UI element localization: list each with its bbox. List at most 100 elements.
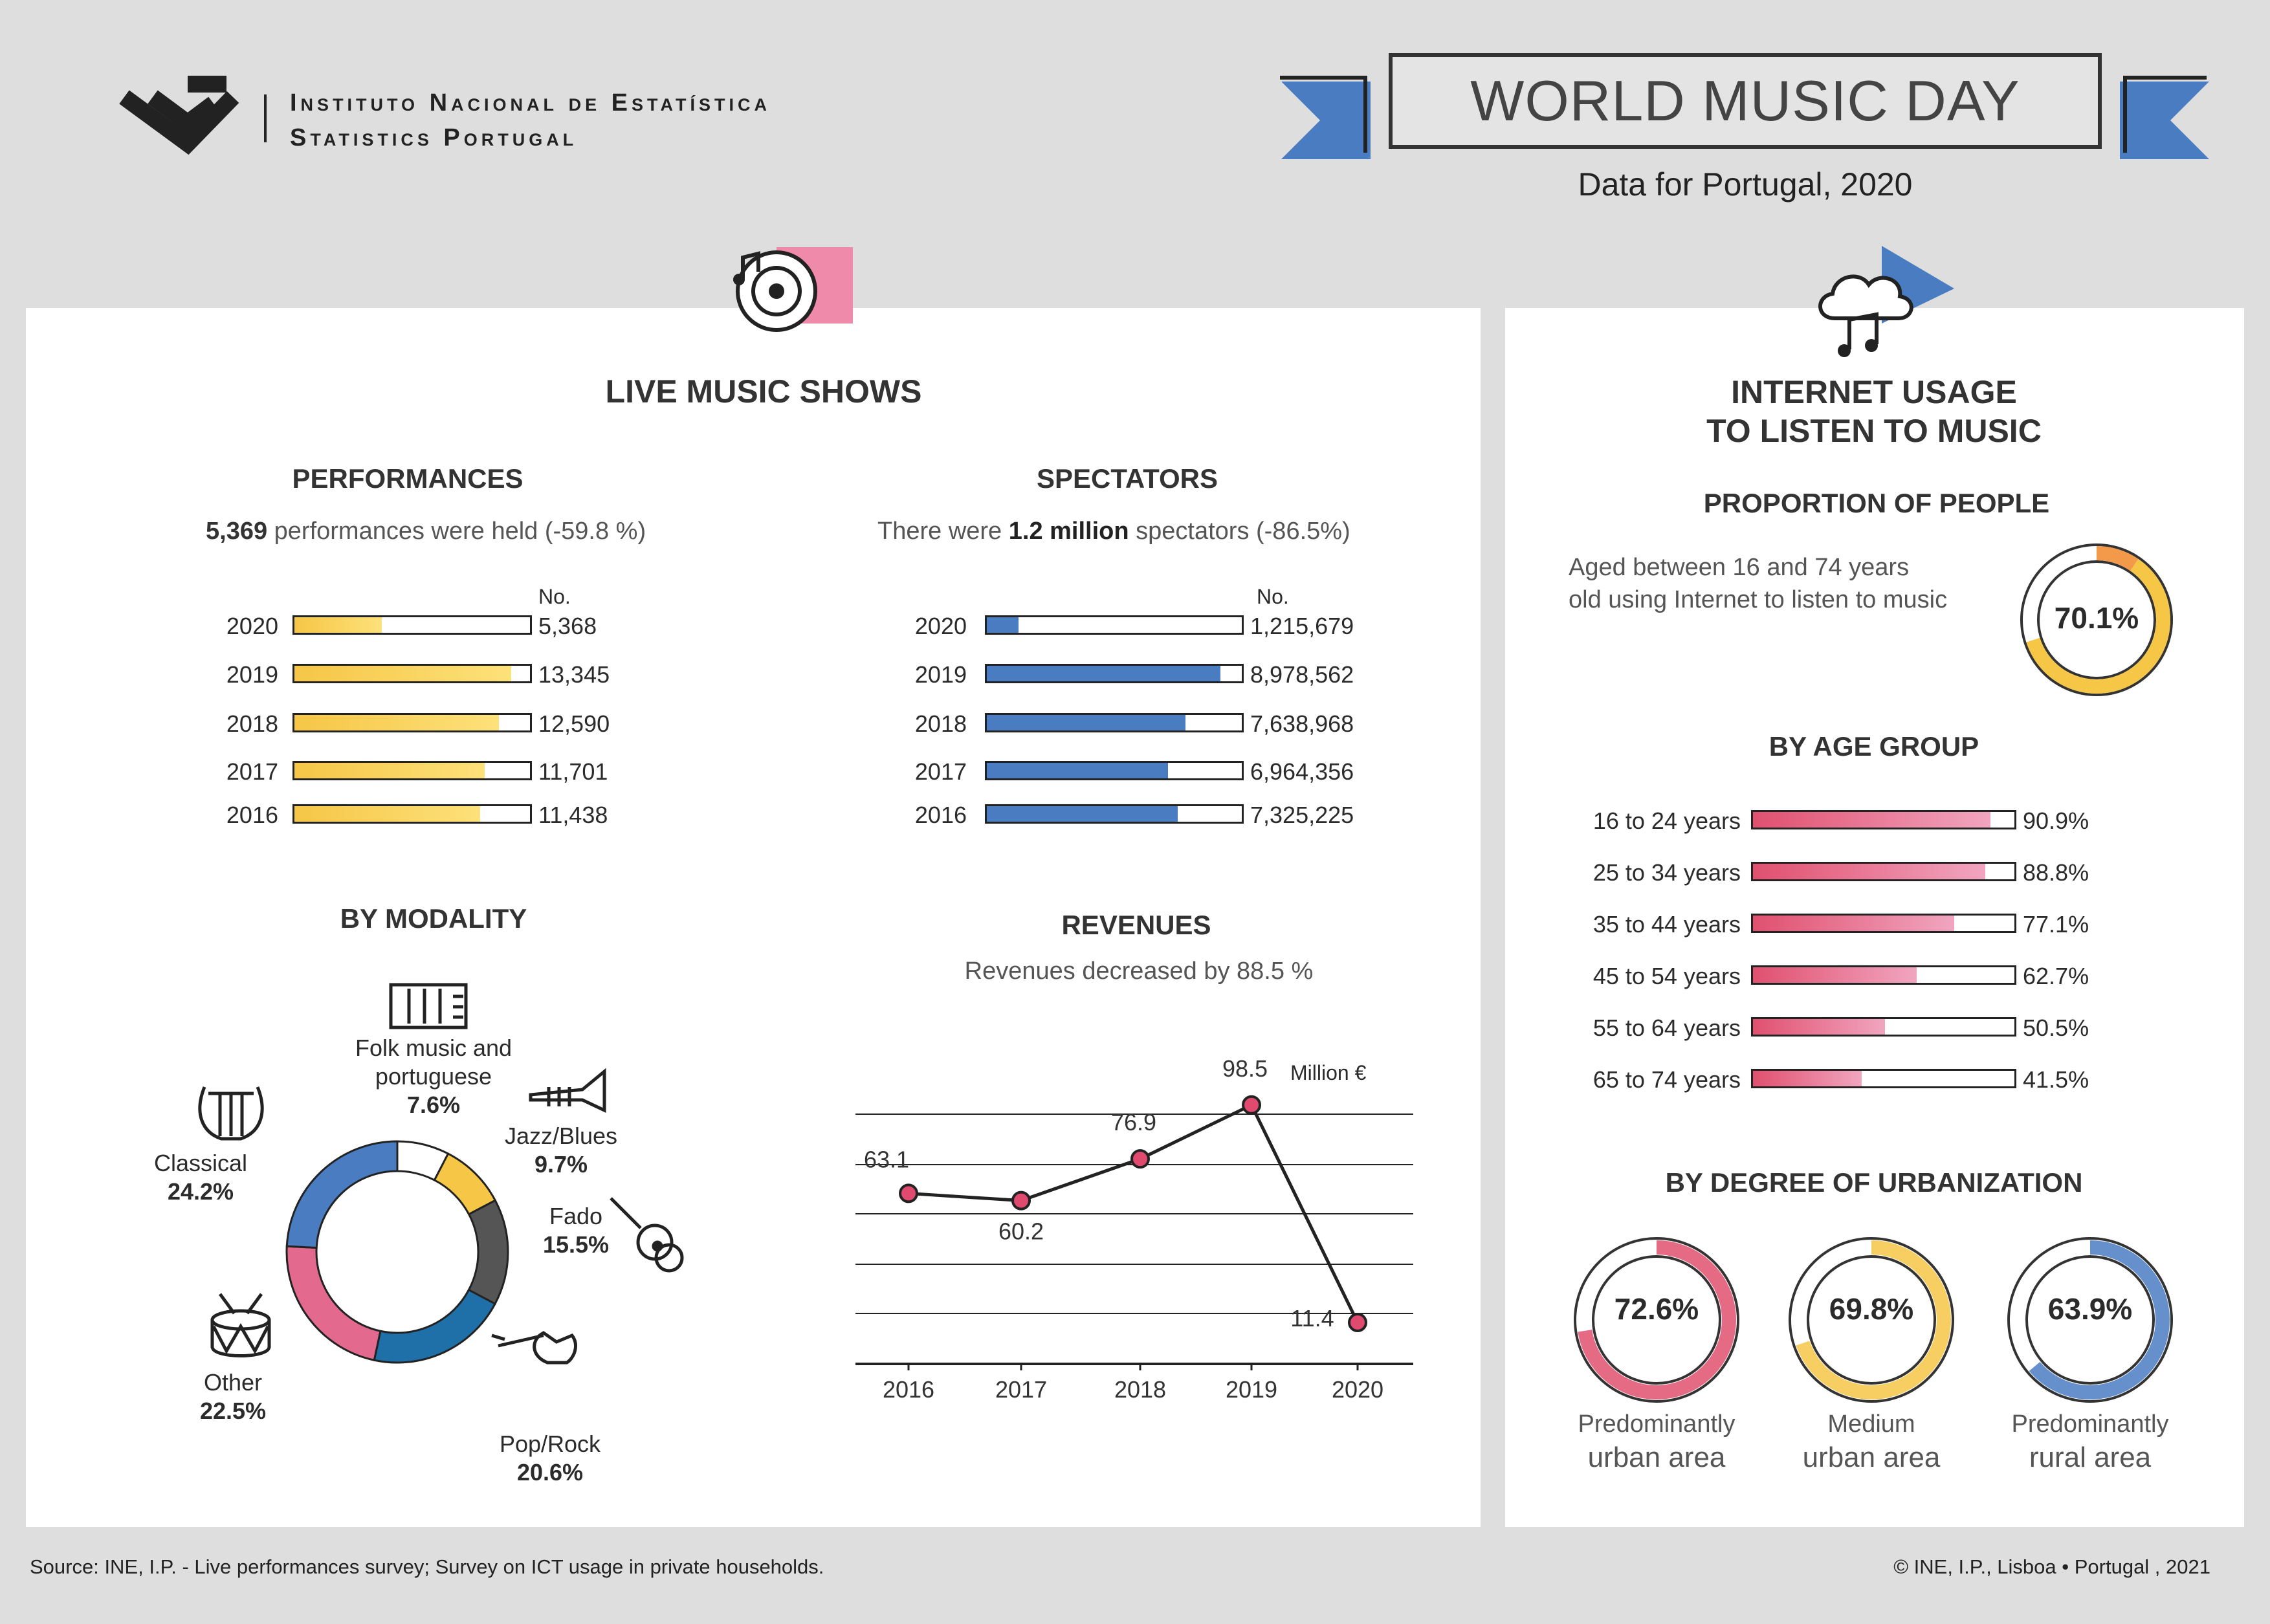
live-music-title: LIVE MUSIC SHOWS — [605, 373, 922, 410]
urban-ring-inner — [2025, 1255, 2155, 1385]
trumpet-icon — [529, 1068, 606, 1113]
bar-category: 2016 — [226, 802, 278, 828]
modality-label-name: Folk music and portuguese — [355, 1035, 512, 1090]
org-name-line2: Statistics Portugal — [290, 124, 578, 151]
performances-unit: No. — [538, 585, 571, 608]
bar-fill — [294, 763, 485, 778]
bar-value-label: 90.9% — [2023, 807, 2089, 834]
revenue-year-label: 2020 — [1332, 1376, 1383, 1403]
urban-value: 63.9% — [2047, 1292, 2133, 1326]
urban-arc — [1578, 1240, 1736, 1399]
internet-title-line2: TO LISTEN TO MUSIC — [1706, 413, 2042, 449]
internet-title-line1: INTERNET USAGE — [1731, 374, 2017, 410]
bar-fill — [294, 806, 481, 822]
bar-track — [1751, 810, 2016, 829]
urban-caption-line1: Predominantly — [2011, 1410, 2169, 1438]
performances-summary: 5,369 performances were held (-59.8 %) — [206, 518, 723, 545]
modality-label-name: Other — [203, 1369, 263, 1396]
urban-ring-outer — [1789, 1237, 1954, 1403]
revenue-year-label: 2019 — [1226, 1376, 1277, 1403]
bar-track — [292, 713, 532, 732]
bar-category: 2020 — [226, 613, 278, 639]
bar-value-label: 11,438 — [538, 802, 608, 828]
urban-ring-inner — [1592, 1255, 1721, 1385]
bar-fill — [294, 715, 500, 730]
bar-value-label: 62.7% — [2023, 963, 2089, 989]
bar-category: 35 to 44 years — [1592, 911, 1741, 938]
revenue-value-label: 60.2 — [998, 1218, 1044, 1245]
bar-category: 2019 — [914, 661, 967, 688]
proportion-arc-accent — [2096, 546, 2139, 571]
urban-arc — [2029, 1240, 2170, 1399]
bar-category: 45 to 54 years — [1592, 963, 1741, 989]
proportion-heading: PROPORTION OF PEOPLE — [1703, 488, 2050, 518]
bar-fill — [1753, 1019, 1886, 1035]
bar-value-label: 8,978,562 — [1250, 661, 1354, 688]
bar-track — [1751, 1069, 2016, 1088]
urban-caption-line2: rural area — [2029, 1442, 2152, 1473]
modality-label: Other 22.5% — [136, 1368, 330, 1425]
ribbon-right-icon — [2120, 76, 2209, 159]
bar-track — [1751, 862, 2016, 881]
ribbon-left-icon — [1280, 76, 1371, 159]
bar-category: 65 to 74 years — [1592, 1066, 1741, 1093]
bar-fill — [1753, 916, 1955, 931]
bar-category: 2018 — [914, 710, 967, 737]
performances-summary-text: performances were held (-59.8 %) — [267, 518, 646, 545]
revenues-heading: REVENUES — [1061, 910, 1211, 940]
proportion-text-line1: Aged between 16 and 74 years — [1569, 554, 1910, 581]
proportion-text: Aged between 16 and 74 years old using I… — [1569, 551, 2009, 616]
logo-separator — [264, 94, 267, 142]
bar-category: 55 to 64 years — [1592, 1015, 1741, 1041]
bar-track — [292, 615, 532, 635]
bar-track — [985, 615, 1244, 635]
revenue-point — [899, 1183, 918, 1203]
bar-track — [1751, 914, 2016, 933]
bar-track — [1751, 1017, 2016, 1037]
bar-fill — [987, 666, 1220, 681]
bar-value-label: 7,638,968 — [1250, 710, 1354, 737]
lyre-icon — [198, 1086, 264, 1141]
bar-track — [292, 664, 532, 683]
bar-value-label: 77.1% — [2023, 911, 2089, 938]
modality-label-pct: 24.2% — [167, 1178, 234, 1205]
modality-slice — [285, 1140, 399, 1249]
urban-ring-outer — [1574, 1237, 1739, 1403]
bar-category: 2017 — [914, 758, 967, 785]
spectators-summary-post: spectators (-86.5%) — [1129, 518, 1350, 545]
proportion-text-line2: old using Internet to listen to music — [1569, 586, 1948, 613]
bar-value-label: 88.8% — [2023, 859, 2089, 886]
cloud-music-icon — [1818, 246, 1954, 357]
age-heading: BY AGE GROUP — [1769, 731, 1979, 762]
ine-logo-icon — [119, 76, 239, 155]
music-speaker-icon — [733, 247, 853, 332]
org-name: Instituto Nacional de Estatística Statis… — [290, 85, 771, 155]
urban-ring-inner — [1807, 1255, 1936, 1385]
bar-track — [985, 761, 1244, 780]
bar-category: 25 to 34 years — [1592, 859, 1741, 886]
bar-value-label: 50.5% — [2023, 1015, 2089, 1041]
bar-fill — [1753, 1071, 1862, 1086]
drum-icon — [210, 1293, 271, 1357]
performances-summary-value: 5,369 — [206, 518, 268, 545]
revenue-point — [1011, 1191, 1031, 1211]
modality-label: Jazz/Blues 9.7% — [487, 1122, 635, 1179]
modality-label: Classical 24.2% — [104, 1149, 298, 1206]
performances-heading: PERFORMANCES — [292, 463, 523, 494]
urban-value: 69.8% — [1829, 1292, 1914, 1326]
urban-caption-line1: Medium — [1827, 1410, 1915, 1438]
bar-track — [985, 804, 1244, 824]
bar-fill — [294, 666, 511, 681]
revenues-summary: Revenues decreased by 88.5 % — [964, 958, 1314, 985]
bar-track — [985, 664, 1244, 683]
bar-track — [985, 713, 1244, 732]
bar-fill — [1753, 967, 1917, 983]
bar-fill — [1753, 812, 1991, 828]
urban-ring-outer — [2007, 1237, 2173, 1403]
electric-guitar-icon — [491, 1331, 577, 1365]
bar-track — [292, 761, 532, 780]
modality-label-pct: 15.5% — [542, 1231, 610, 1258]
